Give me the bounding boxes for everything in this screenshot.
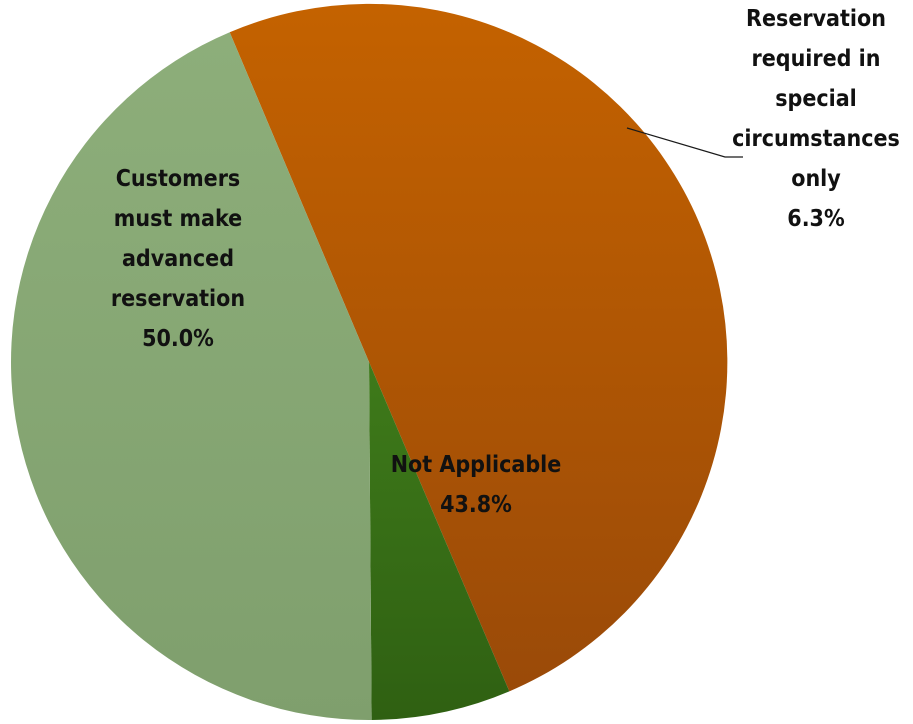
pie-slice-not-applicable <box>11 32 372 720</box>
slice-label-line: Reservation <box>746 6 886 32</box>
pie-slices <box>11 3 728 720</box>
slice-label-line: circumstances <box>732 126 900 152</box>
slice-label-line: advanced <box>122 246 234 272</box>
slice-label-line: Customers <box>116 166 240 192</box>
pie-slice-advance-reservation <box>229 3 728 692</box>
pie-slice-special-circumstances <box>369 362 510 720</box>
leader-line-special-circumstances <box>626 127 743 158</box>
slice-percent-advance-reservation: 50.0% <box>142 326 214 352</box>
slice-label-line: Not Applicable <box>391 452 562 478</box>
slice-percent-special-circumstances: 6.3% <box>787 206 845 232</box>
slice-label-line: only <box>791 166 841 192</box>
slice-label-line: required in <box>752 46 881 72</box>
slice-label-line: special <box>775 86 857 112</box>
slice-label-not-applicable: Not Applicable 43.8% <box>391 452 562 518</box>
slice-label-advance-reservation: Customers must make advanced reservation 50.… <box>111 166 245 352</box>
slice-labels: Customers must make advanced reservation 50.… <box>111 6 900 518</box>
slice-percent-not-applicable: 43.8% <box>440 492 512 518</box>
slice-label-line: reservation <box>111 286 245 312</box>
slice-label-line: must make <box>114 206 242 232</box>
leader-lines <box>626 127 743 158</box>
slice-label-special-circumstances: Reservation required in special circumstanc… <box>732 6 900 232</box>
